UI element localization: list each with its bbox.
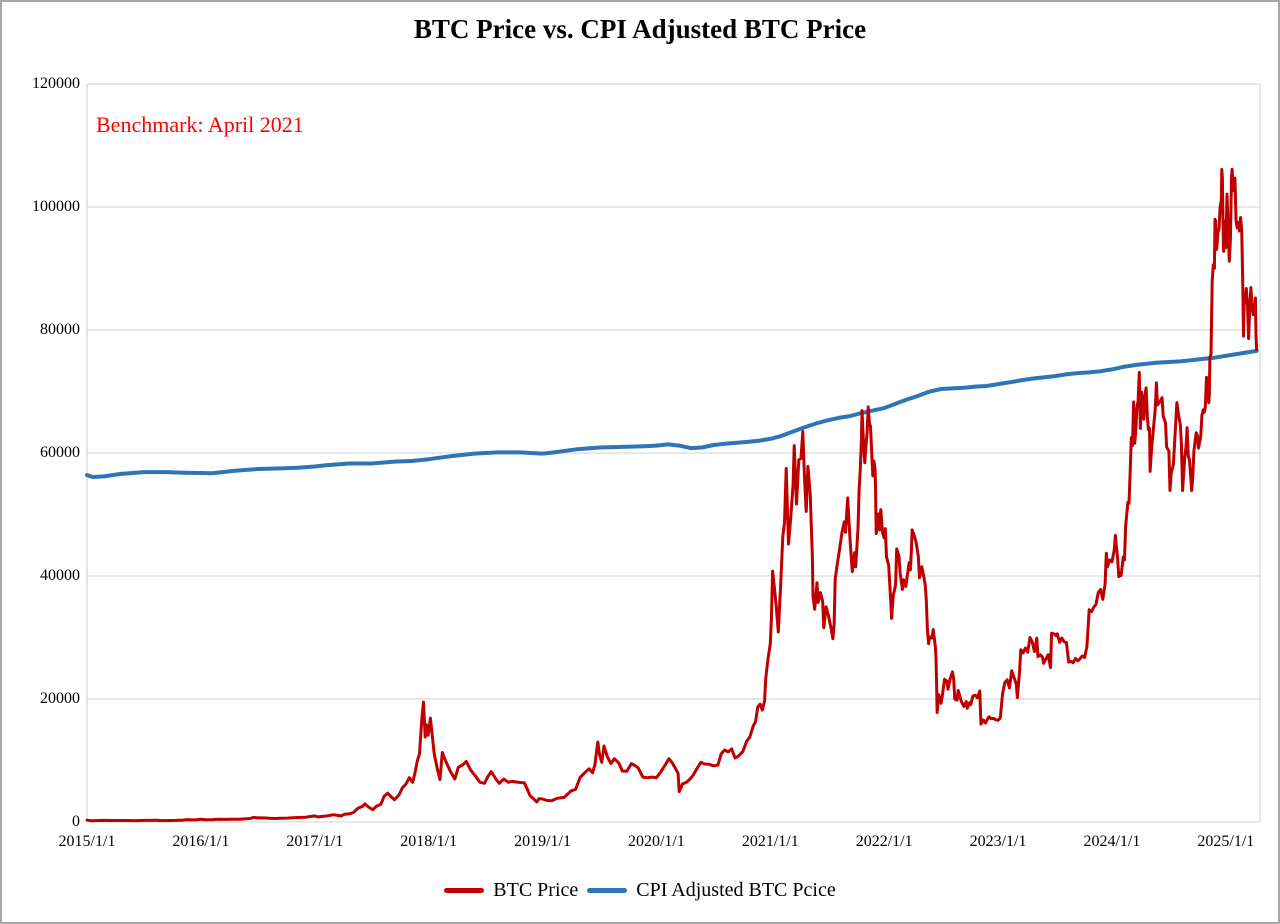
- y-tick-label-0: 0: [72, 813, 80, 830]
- x-tick-label-2018: 2018/1/1: [400, 833, 458, 850]
- legend-label-cpi-adjusted: CPI Adjusted BTC Pcice: [636, 878, 836, 901]
- x-tick-label-2025: 2025/1/1: [1197, 833, 1255, 850]
- y-tick-label-120000: 120000: [32, 75, 80, 92]
- x-tick-label-2017: 2017/1/1: [286, 833, 344, 850]
- btc-price-line: [85, 167, 1259, 823]
- legend-item-btc-price: BTC Price: [444, 879, 578, 902]
- cpi-adjusted-line-swatch: [587, 887, 628, 893]
- y-tick-label-80000: 80000: [40, 321, 80, 338]
- legend-label-btc-price: BTC Price: [493, 878, 579, 901]
- x-tick-label-2019: 2019/1/1: [514, 833, 571, 850]
- chart-title: BTC Price vs. CPI Adjusted BTC Price: [413, 14, 867, 44]
- x-tick-label-2023: 2023/1/1: [969, 833, 1027, 850]
- x-tick-label-2016: 2016/1/1: [172, 833, 230, 850]
- cpi-adjusted-line: [85, 348, 1259, 479]
- x-tick-label-2021: 2021/1/1: [741, 833, 799, 850]
- gridlines: [86, 83, 1261, 823]
- btc-price-line-swatch: [444, 887, 485, 893]
- x-tick-label-2020: 2020/1/1: [627, 833, 685, 850]
- y-tick-label-40000: 40000: [40, 567, 80, 584]
- legend: BTC Price CPI Adjusted BTC Pcice: [2, 877, 1278, 903]
- y-tick-label-20000: 20000: [40, 690, 80, 707]
- x-tick-label-2024: 2024/1/1: [1083, 833, 1141, 850]
- benchmark-annotation: Benchmark: April 2021: [96, 112, 304, 137]
- legend-item-cpi-adjusted: CPI Adjusted BTC Pcice: [587, 878, 836, 902]
- x-tick-label-2015: 2015/1/1: [58, 833, 116, 850]
- x-tick-label-2022: 2022/1/1: [855, 833, 913, 850]
- y-tick-label-60000: 60000: [40, 444, 80, 461]
- y-tick-label-100000: 100000: [32, 198, 80, 215]
